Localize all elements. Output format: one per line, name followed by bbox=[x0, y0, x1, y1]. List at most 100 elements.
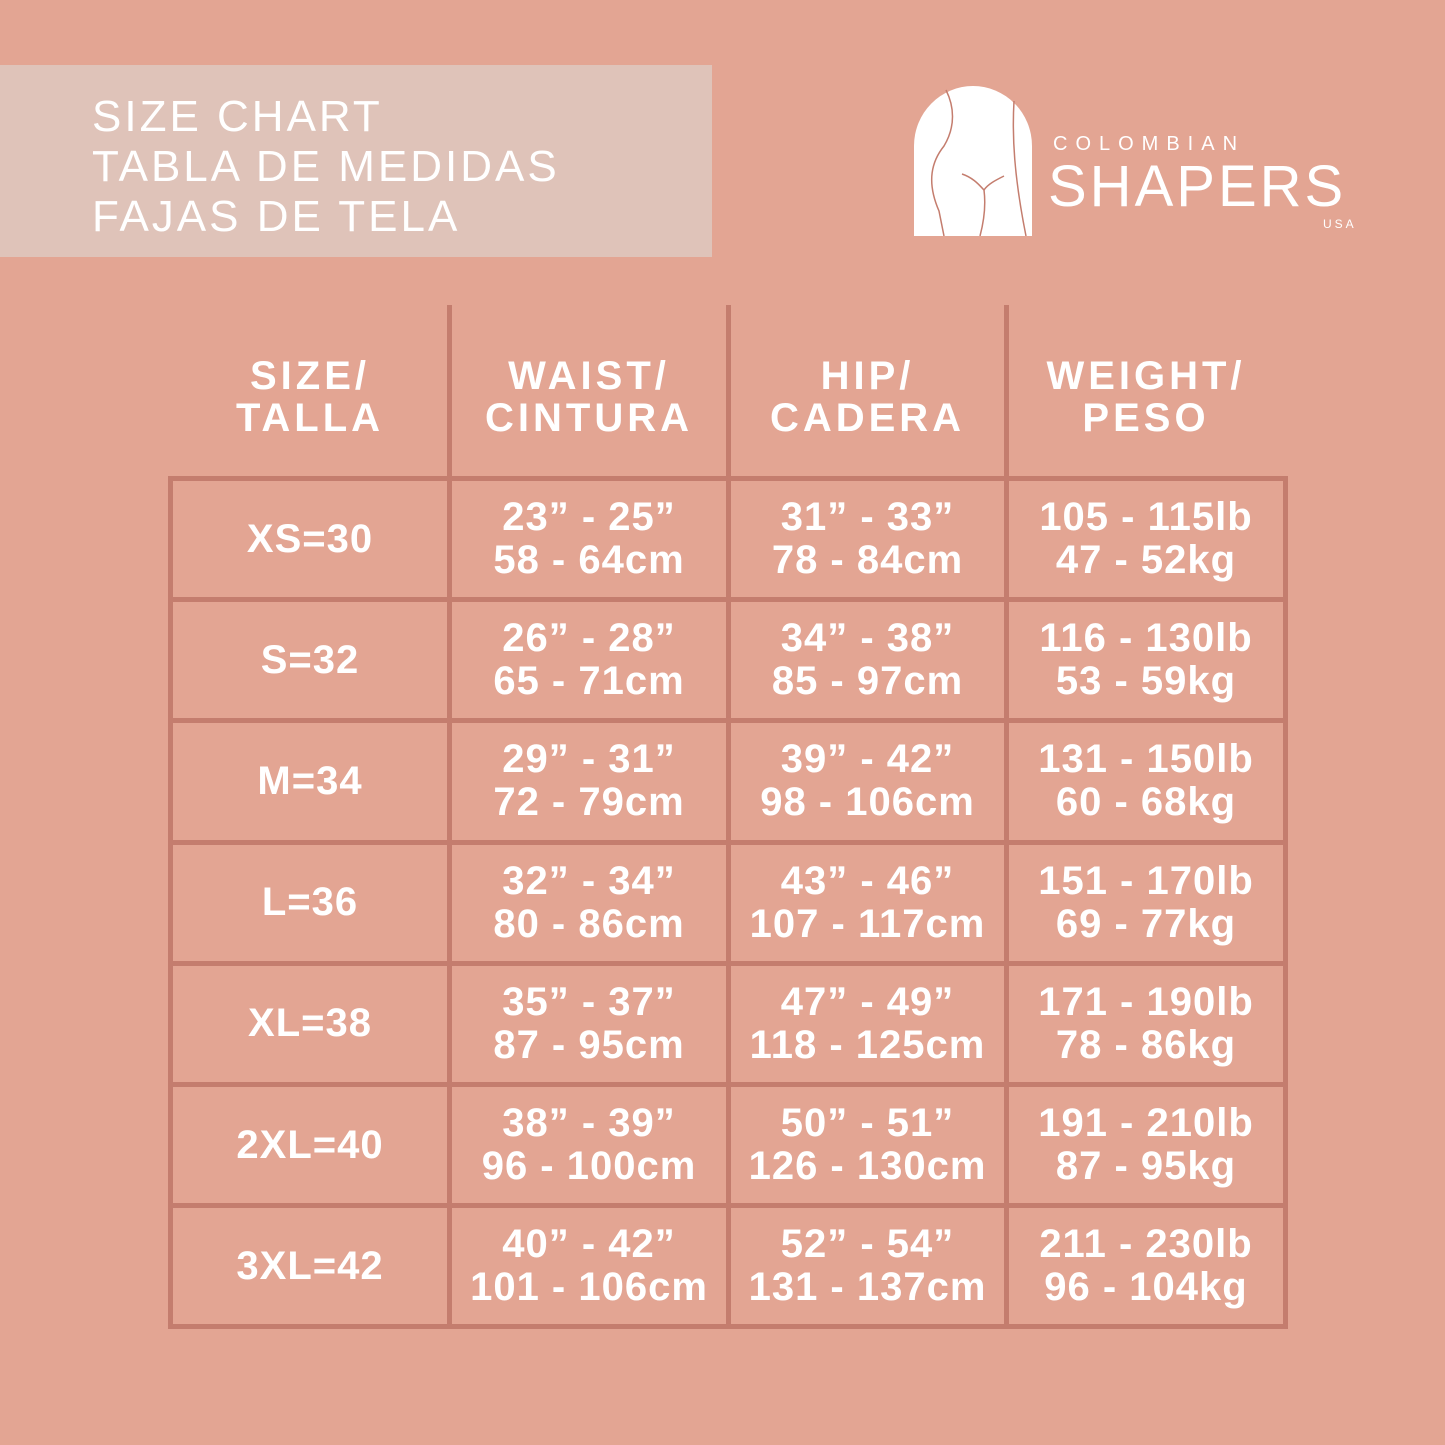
table-cell-weight: 191 - 210lb 87 - 95kg bbox=[1009, 1087, 1283, 1203]
grid-horizontal-line bbox=[168, 1324, 1288, 1330]
table-cell-weight: 105 - 115lb 47 - 52kg bbox=[1009, 481, 1283, 597]
table-cell-size: L=36 bbox=[173, 845, 447, 961]
cell-value: 53 - 59kg bbox=[1055, 659, 1237, 704]
cell-value: 43” - 46” bbox=[780, 858, 955, 903]
cell-value: 47” - 49” bbox=[780, 979, 955, 1024]
title-line-1: SIZE CHART bbox=[92, 92, 383, 141]
table-cell-size: 3XL=42 bbox=[173, 1208, 447, 1324]
grid-vertical-line bbox=[447, 305, 452, 1329]
cell-value: 38” - 39” bbox=[502, 1101, 676, 1146]
cell-value: 58 - 64cm bbox=[493, 538, 685, 583]
cell-value: 60 - 68kg bbox=[1055, 780, 1237, 825]
cell-value: 78 - 84cm bbox=[771, 538, 964, 583]
table-cell-waist: 32” - 34” 80 - 86cm bbox=[452, 845, 726, 961]
grid-vertical-line bbox=[726, 305, 731, 1329]
column-header: SIZE/TALLA bbox=[173, 355, 447, 445]
cell-value: 191 - 210lb bbox=[1038, 1101, 1254, 1146]
cell-value: 26” - 28” bbox=[502, 616, 676, 661]
cell-value: 131 - 150lb bbox=[1038, 737, 1254, 782]
table-cell-weight: 116 - 130lb 53 - 59kg bbox=[1009, 602, 1283, 718]
grid-horizontal-line bbox=[168, 718, 1288, 724]
cell-value: 31” - 33” bbox=[780, 495, 955, 540]
cell-value: 69 - 77kg bbox=[1055, 901, 1237, 946]
column-header-line: WEIGHT/ bbox=[1046, 354, 1246, 398]
cell-value: 126 - 130cm bbox=[748, 1144, 987, 1189]
column-header-line: TALLA bbox=[235, 396, 385, 440]
cell-value: 65 - 71cm bbox=[493, 659, 685, 704]
table-cell-weight: 151 - 170lb 69 - 77kg bbox=[1009, 845, 1283, 961]
column-header-line: HIP/ bbox=[820, 354, 915, 398]
cell-value: 85 - 97cm bbox=[771, 659, 964, 704]
cell-value: L=36 bbox=[261, 880, 359, 925]
brand-name-sub: USA bbox=[1323, 217, 1357, 231]
table-cell-weight: 131 - 150lb 60 - 68kg bbox=[1009, 723, 1283, 839]
title-line-3: FAJAS DE TELA bbox=[92, 192, 461, 241]
title-line-2: TABLA DE MEDIDAS bbox=[92, 142, 560, 191]
table-cell-waist: 38” - 39” 96 - 100cm bbox=[452, 1087, 726, 1203]
table-cell-hip: 34” - 38” 85 - 97cm bbox=[731, 602, 1004, 718]
cell-value: 118 - 125cm bbox=[749, 1022, 986, 1067]
table-cell-hip: 50” - 51” 126 - 130cm bbox=[731, 1087, 1004, 1203]
cell-value: XS=30 bbox=[246, 516, 374, 561]
cell-value: 105 - 115lb bbox=[1039, 495, 1253, 540]
table-cell-weight: 211 - 230lb 96 - 104kg bbox=[1009, 1208, 1283, 1324]
cell-value: 39” - 42” bbox=[780, 737, 955, 782]
cell-value: 52” - 54” bbox=[780, 1222, 955, 1267]
grid-vertical-line bbox=[1004, 305, 1009, 1329]
cell-value: 29” - 31” bbox=[502, 737, 676, 782]
grid-horizontal-line bbox=[168, 1203, 1288, 1209]
table-cell-waist: 26” - 28” 65 - 71cm bbox=[452, 602, 726, 718]
cell-value: 40” - 42” bbox=[502, 1222, 676, 1267]
cell-value: 96 - 104kg bbox=[1044, 1265, 1248, 1310]
cell-value: 116 - 130lb bbox=[1039, 616, 1253, 661]
grid-horizontal-line bbox=[168, 960, 1288, 966]
column-header-line: SIZE/ bbox=[249, 354, 371, 398]
cell-value: 87 - 95cm bbox=[493, 1022, 685, 1067]
column-header-line: WAIST/ bbox=[508, 354, 670, 398]
table-cell-hip: 47” - 49” 118 - 125cm bbox=[731, 966, 1004, 1082]
column-header-line: PESO bbox=[1082, 396, 1210, 440]
cell-value: 2XL=40 bbox=[236, 1122, 384, 1167]
cell-value: 23” - 25” bbox=[502, 495, 676, 540]
title-box: SIZE CHART TABLA DE MEDIDAS FAJAS DE TEL… bbox=[0, 65, 712, 257]
grid-vertical-line bbox=[168, 476, 173, 1330]
grid-horizontal-line bbox=[168, 1082, 1288, 1087]
column-header-line: CADERA bbox=[769, 396, 966, 440]
column-header: HIP/CADERA bbox=[731, 355, 1004, 445]
column-header: WEIGHT/PESO bbox=[1009, 355, 1283, 445]
table-cell-hip: 52” - 54” 131 - 137cm bbox=[731, 1208, 1004, 1324]
grid-horizontal-line bbox=[168, 597, 1288, 603]
cell-value: 32” - 34” bbox=[502, 858, 676, 903]
table-cell-size: XS=30 bbox=[173, 481, 447, 597]
cell-value: 151 - 170lb bbox=[1038, 858, 1254, 903]
column-header-line: CINTURA bbox=[485, 396, 693, 440]
table-cell-waist: 35” - 37” 87 - 95cm bbox=[452, 966, 726, 1082]
cell-value: 50” - 51” bbox=[780, 1101, 955, 1146]
brand-name-main: SHAPERS bbox=[1048, 154, 1347, 219]
cell-value: 3XL=42 bbox=[236, 1243, 384, 1288]
cell-value: 171 - 190lb bbox=[1038, 979, 1254, 1024]
table-cell-size: M=34 bbox=[173, 723, 447, 839]
cell-value: XL=38 bbox=[248, 1001, 372, 1046]
cell-value: 34” - 38” bbox=[780, 616, 955, 661]
table-cell-size: S=32 bbox=[173, 602, 447, 718]
grid-vertical-line bbox=[1283, 476, 1288, 1330]
cell-value: 98 - 106cm bbox=[760, 780, 975, 825]
table-cell-hip: 43” - 46” 107 - 117cm bbox=[731, 845, 1004, 961]
table-cell-hip: 39” - 42” 98 - 106cm bbox=[731, 723, 1004, 839]
table-cell-hip: 31” - 33” 78 - 84cm bbox=[731, 481, 1004, 597]
cell-value: 80 - 86cm bbox=[493, 901, 685, 946]
table-cell-waist: 40” - 42” 101 - 106cm bbox=[452, 1208, 726, 1324]
cell-value: 78 - 86kg bbox=[1055, 1022, 1237, 1067]
brand-logo-icon bbox=[914, 86, 1032, 236]
table-cell-size: 2XL=40 bbox=[173, 1087, 447, 1203]
cell-value: M=34 bbox=[257, 758, 363, 803]
cell-value: 211 - 230lb bbox=[1039, 1222, 1253, 1267]
brand-name-top: COLOMBIAN bbox=[1053, 133, 1246, 155]
cell-value: S=32 bbox=[260, 637, 360, 682]
cell-value: 101 - 106cm bbox=[470, 1265, 708, 1310]
cell-value: 47 - 52kg bbox=[1055, 538, 1237, 583]
table-cell-waist: 23” - 25” 58 - 64cm bbox=[452, 481, 726, 597]
table-cell-size: XL=38 bbox=[173, 966, 447, 1082]
table-cell-waist: 29” - 31” 72 - 79cm bbox=[452, 723, 726, 839]
